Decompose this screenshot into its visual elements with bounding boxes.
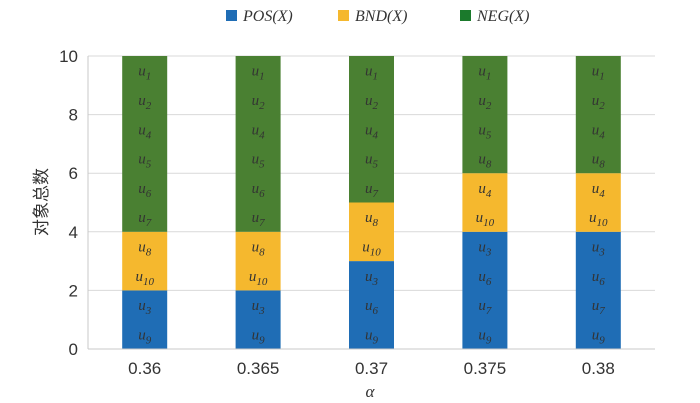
y-tick-label: 8	[69, 106, 78, 125]
segment-label: u6	[365, 298, 379, 317]
legend-marker	[226, 10, 237, 21]
segment-label: u10	[135, 269, 154, 288]
segment-label: u6	[592, 269, 606, 288]
bar-segment-posx-0.375	[462, 231, 508, 349]
bar-segment-bndx-0.37	[349, 202, 394, 262]
legend-marker	[460, 10, 471, 21]
segment-label: u8	[592, 152, 606, 171]
segment-label: u10	[589, 210, 608, 229]
segment-label: u2	[138, 93, 152, 112]
segment-label: u7	[138, 210, 152, 229]
segment-label: u1	[478, 64, 491, 83]
segment-label: u9	[138, 327, 152, 346]
bar-segment-posx-0.38	[575, 231, 621, 349]
x-tick-label: 0.38	[582, 359, 615, 378]
segment-label: u6	[478, 269, 492, 288]
legend: POS(X) BND(X) NEG(X)	[226, 8, 529, 25]
segment-label: u4	[365, 122, 379, 141]
segment-labels: u3 u9 u8 u10 u1 u2 u4 u5 u6 u7 u3 u9 u8 u10 u1 u2 u4 u5 u6…	[135, 64, 608, 347]
segment-label: u6	[252, 181, 266, 200]
segment-label: u1	[252, 64, 265, 83]
segment-label: u5	[365, 152, 379, 171]
segment-label: u7	[252, 210, 266, 229]
axes: 0 2 4 6 8 10 0.36 0.365 0.37 0.375 0.38	[59, 47, 655, 378]
x-tick-label: 0.36	[128, 359, 161, 378]
segment-label: u2	[478, 93, 492, 112]
bar-segment-negx-0.36	[122, 56, 168, 232]
bar-segment-bndx-0.375	[462, 173, 508, 232]
bar-segment-posx-0.37	[349, 261, 394, 349]
bar-segment-negx-0.375	[462, 56, 508, 174]
bar-segment-negx-0.365	[235, 56, 281, 232]
segment-label: u1	[365, 64, 378, 83]
bar-segment-posx-0.36	[122, 290, 168, 349]
y-tick-label: 4	[69, 223, 78, 242]
bar-segment-negx-0.37	[349, 56, 394, 203]
segment-label: u7	[365, 181, 379, 200]
bar-segment-posx-0.365	[235, 290, 281, 349]
segment-label: u3	[592, 239, 606, 258]
segment-label: u10	[476, 210, 495, 229]
y-tick-label: 6	[69, 164, 78, 183]
y-tick-label: 0	[69, 340, 78, 359]
segment-label: u9	[592, 327, 606, 346]
segment-label: u10	[249, 269, 268, 288]
segment-label: u3	[478, 239, 492, 258]
bars	[122, 56, 621, 349]
x-tick-label: 0.375	[464, 359, 507, 378]
segment-label: u4	[592, 181, 606, 200]
y-tick-label: 2	[69, 281, 78, 300]
segment-label: u2	[252, 93, 266, 112]
x-tick-label: 0.365	[237, 359, 280, 378]
segment-label: u4	[592, 122, 606, 141]
segment-label: u4	[138, 122, 152, 141]
segment-label: u8	[252, 239, 266, 258]
x-axis-title: α	[366, 382, 376, 401]
segment-label: u6	[138, 181, 152, 200]
segment-label: u9	[252, 327, 266, 346]
x-tick-label: 0.37	[355, 359, 388, 378]
segment-label: u8	[365, 210, 379, 229]
legend-label: POS(X)	[242, 8, 293, 25]
legend-label: BND(X)	[355, 8, 407, 25]
segment-label: u8	[138, 239, 152, 258]
segment-label: u5	[138, 152, 152, 171]
segment-label: u1	[138, 64, 151, 83]
segment-label: u5	[252, 152, 266, 171]
segment-label: u5	[478, 122, 492, 141]
segment-label: u1	[592, 64, 605, 83]
segment-label: u2	[592, 93, 606, 112]
segment-label: u8	[478, 152, 492, 171]
segment-label: u7	[478, 298, 492, 317]
y-tick-label: 10	[59, 47, 78, 66]
bar-segment-negx-0.38	[575, 56, 621, 174]
segment-label: u9	[478, 327, 492, 346]
bar-segment-bndx-0.365	[235, 231, 281, 291]
segment-label: u10	[362, 239, 381, 258]
segment-label: u4	[478, 181, 492, 200]
segment-label: u7	[592, 298, 606, 317]
segment-label: u2	[365, 93, 379, 112]
segment-label: u3	[138, 298, 152, 317]
bar-segment-bndx-0.38	[575, 173, 621, 232]
segment-label: u3	[252, 298, 266, 317]
y-axis-title: 对象总数	[32, 168, 52, 236]
bar-segment-bndx-0.36	[122, 231, 168, 291]
segment-label: u3	[365, 269, 379, 288]
legend-marker	[338, 10, 349, 21]
legend-label: NEG(X)	[476, 8, 529, 25]
segment-label: u4	[252, 122, 266, 141]
segment-label: u9	[365, 327, 379, 346]
